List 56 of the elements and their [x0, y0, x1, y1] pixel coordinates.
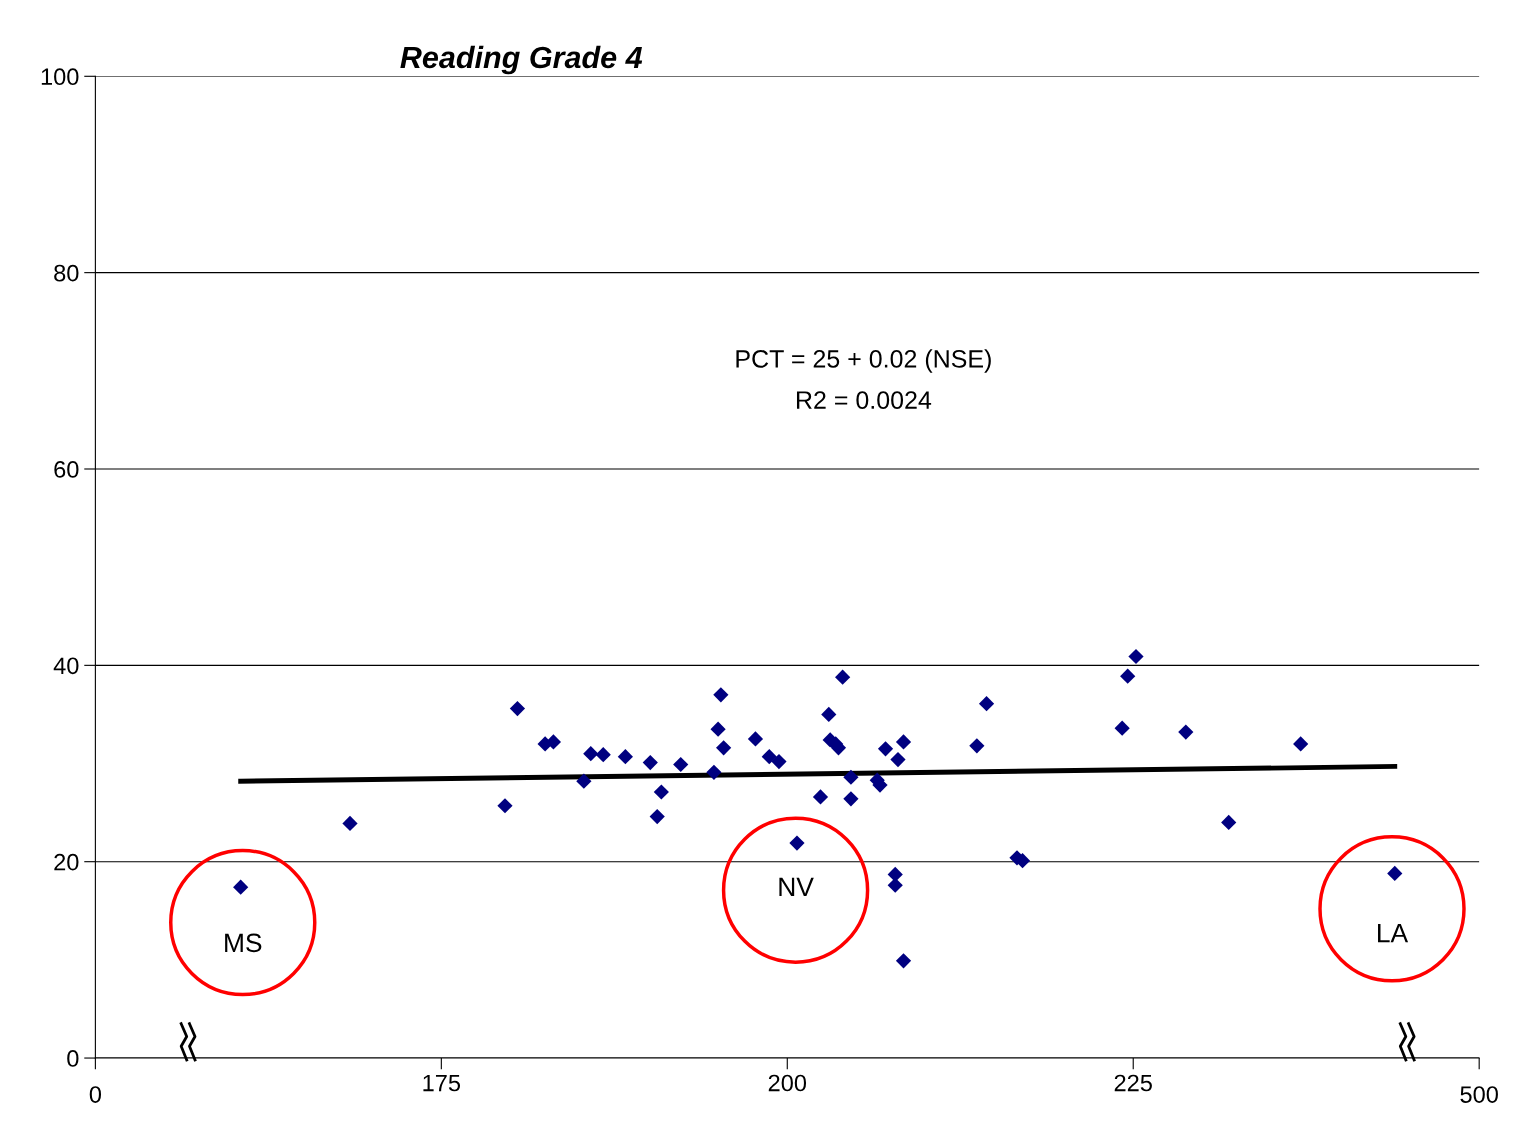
- y-tick-label: 0: [67, 1050, 79, 1067]
- y-tick-label: 80: [54, 264, 79, 282]
- point: [789, 835, 805, 851]
- point: [497, 798, 513, 814]
- point: [771, 753, 787, 770]
- annotation: NV: [779, 877, 814, 897]
- point: [673, 756, 689, 773]
- point: [583, 746, 599, 762]
- y-tick-label: 20: [54, 853, 79, 871]
- point: [576, 773, 592, 789]
- point: [969, 738, 985, 754]
- point: [877, 741, 894, 757]
- point: [747, 731, 764, 747]
- annotation: MS: [225, 933, 262, 953]
- y-tick-label: 40: [53, 657, 79, 675]
- point: [890, 751, 906, 768]
- point: [713, 687, 729, 703]
- chart-title: Reading Grade 4: [400, 45, 643, 75]
- point: [653, 784, 669, 800]
- point: [710, 721, 726, 737]
- point: [1293, 736, 1309, 752]
- point: [812, 789, 829, 805]
- point: [642, 754, 658, 771]
- text: 0: [89, 1086, 102, 1103]
- point: [895, 953, 912, 969]
- point: [1120, 668, 1136, 684]
- point: [1221, 814, 1237, 831]
- point: [835, 669, 851, 685]
- point: [978, 696, 995, 712]
- point: [649, 808, 665, 825]
- point: [761, 749, 777, 765]
- point: [706, 764, 722, 780]
- point: [821, 706, 837, 723]
- annotation: R2 = 0.0024: [796, 391, 932, 409]
- point: [595, 747, 611, 763]
- point: [887, 877, 903, 893]
- text: 500: [1460, 1086, 1498, 1103]
- x-tick-label: 175: [423, 1074, 461, 1092]
- annotation: LA: [1378, 924, 1409, 943]
- point: [617, 749, 633, 765]
- point: [342, 815, 358, 832]
- point: [843, 791, 859, 807]
- point: [233, 879, 249, 895]
- point: [716, 740, 732, 756]
- point: [1128, 648, 1144, 665]
- point: [509, 700, 526, 717]
- x-tick-label: 225: [1114, 1074, 1152, 1092]
- point: [1387, 865, 1403, 882]
- point: [1114, 720, 1130, 736]
- point: [843, 769, 859, 785]
- annotation: PCT = 25 + 0.02 (NSE): [736, 349, 991, 373]
- x-tick-label: 200: [768, 1074, 807, 1092]
- y-tick-label: 60: [54, 461, 79, 478]
- point: [1178, 724, 1194, 740]
- y-tick-label: 100: [41, 68, 79, 86]
- point: [895, 734, 912, 750]
